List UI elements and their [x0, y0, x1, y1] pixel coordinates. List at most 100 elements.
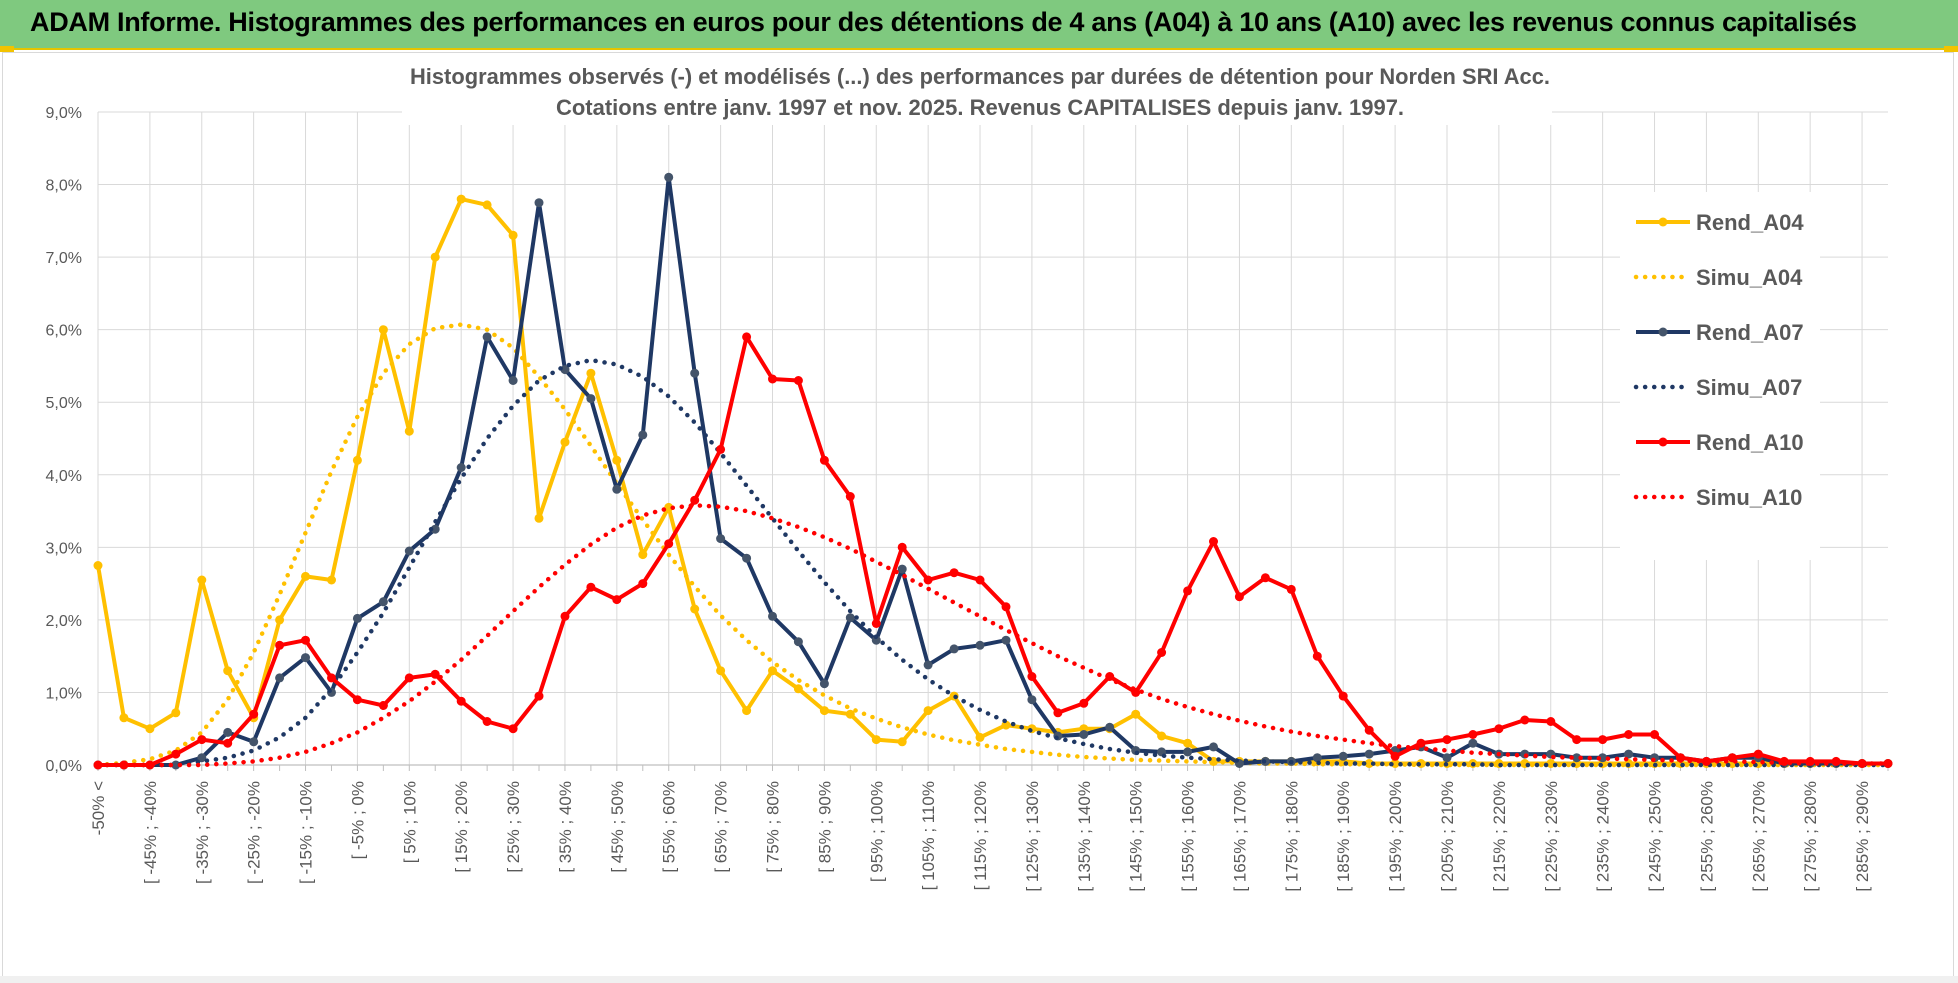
- y-tick-label: 2,0%: [46, 613, 82, 630]
- data-point: [378, 597, 388, 607]
- legend-label: Simu_A04: [1696, 265, 1803, 290]
- data-point: [171, 749, 181, 759]
- x-tick-label: [ 195% ; 200%: [1386, 781, 1405, 892]
- data-point: [1883, 759, 1893, 768]
- data-point: [508, 376, 518, 385]
- data-point: [223, 738, 233, 748]
- data-point: [1079, 730, 1089, 739]
- title-background: [402, 57, 1552, 125]
- data-point: [171, 708, 181, 718]
- data-point: [845, 709, 855, 719]
- x-tick-label: [ 235% ; 240%: [1594, 781, 1613, 892]
- data-point: [1390, 751, 1400, 761]
- x-tick-label: [ -35% ; -30%: [193, 781, 212, 884]
- data-point: [1053, 708, 1063, 718]
- data-point: [1416, 738, 1426, 748]
- legend-label: Rend_A07: [1696, 320, 1804, 345]
- data-point: [819, 679, 829, 689]
- legend-marker: [1658, 437, 1668, 447]
- x-tick-label: [ 35% ; 40%: [556, 781, 575, 873]
- data-point: [1546, 717, 1556, 726]
- data-point: [768, 666, 777, 676]
- data-point: [690, 604, 700, 614]
- data-point: [612, 484, 622, 494]
- series-line-simu_a10: [95, 503, 1891, 768]
- data-point: [430, 252, 440, 262]
- x-tick-label: [ 65% ; 70%: [712, 781, 731, 873]
- data-point: [819, 455, 829, 465]
- data-point: [845, 492, 855, 501]
- data-point: [1183, 586, 1193, 596]
- data-point: [223, 666, 233, 676]
- data-point: [404, 426, 414, 436]
- y-tick-label: 8,0%: [46, 178, 82, 195]
- data-point: [638, 550, 648, 560]
- data-point: [352, 695, 362, 705]
- data-point: [716, 444, 726, 454]
- data-point: [949, 644, 959, 654]
- x-tick-label: [ 45% ; 50%: [608, 781, 627, 873]
- x-tick-label: [ 255% ; 260%: [1697, 781, 1716, 892]
- data-point: [1338, 751, 1348, 761]
- corner-marker-right: [1944, 46, 1958, 52]
- legend-label: Simu_A10: [1696, 485, 1802, 510]
- legend-marker: [1658, 217, 1668, 227]
- data-point: [664, 539, 674, 549]
- legend-label: Simu_A07: [1696, 375, 1802, 400]
- y-tick-label: 9,0%: [46, 105, 82, 122]
- data-point: [456, 696, 466, 706]
- data-point: [1157, 648, 1167, 657]
- data-point: [1105, 722, 1115, 732]
- data-point: [1364, 725, 1374, 735]
- x-tick-label: [ 85% ; 90%: [815, 781, 834, 873]
- data-point: [793, 684, 803, 694]
- data-point: [1753, 749, 1763, 759]
- data-point: [301, 635, 310, 645]
- page-title: ADAM Informe. Histogrammes des performan…: [30, 7, 1857, 37]
- x-tick-label: [ 135% ; 140%: [1075, 781, 1094, 892]
- data-point: [871, 619, 881, 628]
- header-banner: ADAM Informe. Histogrammes des performan…: [0, 0, 1958, 50]
- y-tick-label: 3,0%: [46, 540, 82, 557]
- data-point: [378, 701, 388, 710]
- x-tick-label: [ 215% ; 220%: [1490, 781, 1509, 892]
- data-point: [768, 374, 777, 384]
- data-point: [871, 735, 881, 745]
- x-tick-label: [ 165% ; 170%: [1230, 781, 1249, 892]
- series-line-rend_a10: [98, 334, 1888, 767]
- data-point: [482, 332, 492, 342]
- data-point: [197, 575, 207, 585]
- data-point: [716, 534, 726, 544]
- x-tick-label: [ 245% ; 250%: [1646, 781, 1665, 892]
- data-point: [171, 760, 181, 770]
- data-point: [1234, 592, 1244, 602]
- x-tick-label: -50% <: [89, 781, 108, 835]
- data-point: [378, 325, 388, 335]
- x-tick-label: [ 55% ; 60%: [660, 781, 679, 873]
- data-point: [145, 724, 155, 734]
- x-tick-label: [ 5% ; 10%: [400, 781, 419, 863]
- data-point: [352, 455, 362, 465]
- data-point: [327, 575, 336, 585]
- series-line-simu_a04: [95, 322, 1891, 768]
- x-tick-label: [ -45% ; -40%: [141, 781, 160, 884]
- data-point: [197, 753, 207, 763]
- data-point: [1624, 749, 1634, 759]
- data-point: [742, 332, 752, 342]
- data-point: [1183, 738, 1193, 748]
- data-point: [482, 717, 492, 726]
- data-point: [534, 198, 544, 208]
- data-point: [430, 669, 440, 679]
- data-point: [586, 394, 596, 404]
- data-point: [1624, 730, 1634, 739]
- data-point: [1494, 724, 1504, 734]
- data-point: [275, 615, 285, 625]
- chart: 0,0% 1,0% 2,0% 3,0% 4,0% 5,0% 6,0% 7,0% 8,0% 9,0%…: [46, 57, 1893, 892]
- x-tick-label: [ 155% ; 160%: [1179, 781, 1198, 892]
- chart-title: Histogrammes observés (-) et modélisés (…: [410, 64, 1550, 89]
- data-point: [1442, 735, 1452, 745]
- bottom-bar: [0, 976, 1958, 983]
- data-point: [742, 553, 752, 563]
- data-point: [690, 368, 700, 378]
- data-point: [1079, 698, 1089, 708]
